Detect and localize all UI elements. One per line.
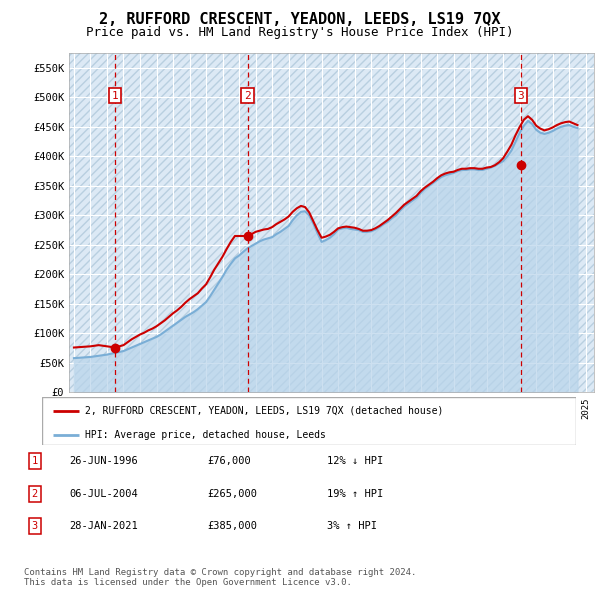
Text: 2: 2 xyxy=(32,489,38,499)
Text: HPI: Average price, detached house, Leeds: HPI: Average price, detached house, Leed… xyxy=(85,430,326,440)
Text: 19% ↑ HPI: 19% ↑ HPI xyxy=(327,489,383,499)
Text: Contains HM Land Registry data © Crown copyright and database right 2024.
This d: Contains HM Land Registry data © Crown c… xyxy=(24,568,416,587)
Text: 06-JUL-2004: 06-JUL-2004 xyxy=(69,489,138,499)
Text: 3: 3 xyxy=(518,90,524,100)
Text: 1: 1 xyxy=(112,90,118,100)
Text: £385,000: £385,000 xyxy=(207,522,257,531)
Text: 3: 3 xyxy=(32,522,38,531)
Text: 26-JUN-1996: 26-JUN-1996 xyxy=(69,457,138,466)
Text: 2, RUFFORD CRESCENT, YEADON, LEEDS, LS19 7QX (detached house): 2, RUFFORD CRESCENT, YEADON, LEEDS, LS19… xyxy=(85,405,443,415)
Text: £265,000: £265,000 xyxy=(207,489,257,499)
Text: 2, RUFFORD CRESCENT, YEADON, LEEDS, LS19 7QX: 2, RUFFORD CRESCENT, YEADON, LEEDS, LS19… xyxy=(99,12,501,27)
Text: 1: 1 xyxy=(32,457,38,466)
Text: 2: 2 xyxy=(244,90,251,100)
Text: 3% ↑ HPI: 3% ↑ HPI xyxy=(327,522,377,531)
Text: 12% ↓ HPI: 12% ↓ HPI xyxy=(327,457,383,466)
Text: Price paid vs. HM Land Registry's House Price Index (HPI): Price paid vs. HM Land Registry's House … xyxy=(86,26,514,39)
Text: £76,000: £76,000 xyxy=(207,457,251,466)
Text: 28-JAN-2021: 28-JAN-2021 xyxy=(69,522,138,531)
